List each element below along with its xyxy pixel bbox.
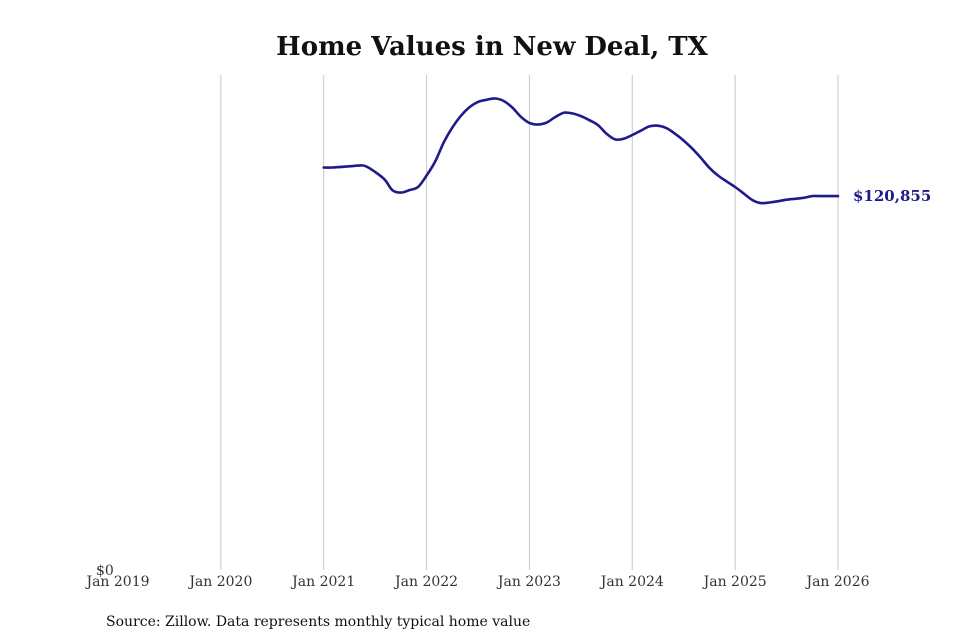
y-axis-tick-labels: $0 (96, 563, 114, 579)
home-value-series-line (322, 97, 840, 205)
x-tick-label: Jan 2022 (393, 574, 458, 590)
x-tick-label: Jan 2023 (496, 574, 561, 590)
x-tick-label: Jan 2026 (804, 574, 869, 590)
y-tick-label: $0 (96, 563, 114, 579)
x-tick-label: Jan 2025 (702, 574, 767, 590)
x-axis-tick-labels: Jan 2019 Jan 2020 Jan 2021 Jan 2022 Jan 2023… (84, 574, 869, 590)
x-tick-label: Jan 2019 (84, 574, 149, 590)
latest-value-label: $120,855 (853, 187, 931, 205)
x-gridlines (220, 75, 839, 570)
source-note: Source: Zillow. Data represents monthly … (106, 614, 530, 630)
x-tick-label: Jan 2021 (290, 574, 355, 590)
x-tick-label: Jan 2020 (187, 574, 252, 590)
x-tick-label: Jan 2024 (599, 574, 664, 590)
chart-title: Home Values in New Deal, TX (276, 32, 708, 62)
